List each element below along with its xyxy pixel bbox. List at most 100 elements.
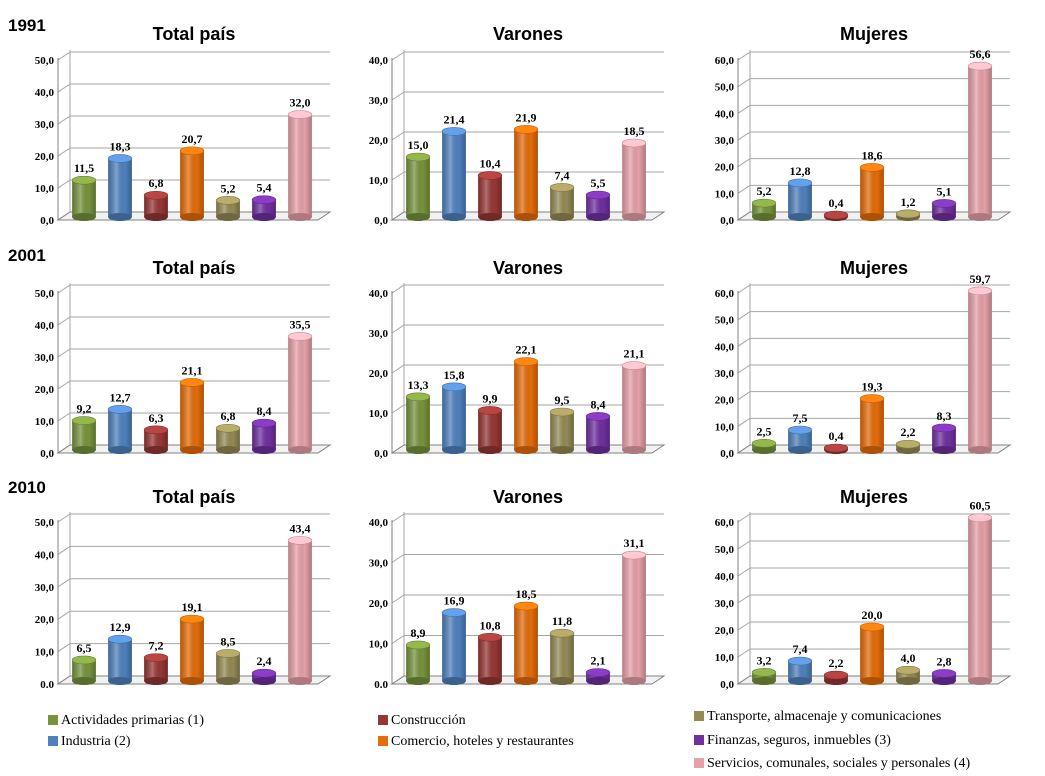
grid-depth xyxy=(737,364,751,374)
bar-cap xyxy=(71,175,97,185)
bar-cap xyxy=(215,649,241,658)
bar-shading xyxy=(478,410,502,450)
y-tick-label: 10,0 xyxy=(715,652,735,664)
bar-shading xyxy=(622,143,646,217)
data-label: 7,5 xyxy=(793,411,808,425)
bar-shading xyxy=(860,627,884,681)
legend-swatch xyxy=(378,715,388,725)
grid-depth xyxy=(391,51,405,61)
legend-label: Servicios, comunales, sociales y persona… xyxy=(707,756,971,771)
bar-cap xyxy=(477,632,503,642)
data-label: 5,2 xyxy=(757,184,772,198)
bar-cap xyxy=(287,536,313,545)
bar xyxy=(107,154,133,221)
bar-cap xyxy=(71,655,97,665)
bar-shading xyxy=(788,182,812,217)
bar-base xyxy=(144,213,168,221)
bar-shading xyxy=(180,150,204,217)
bar-cap xyxy=(477,406,503,415)
bar-cap xyxy=(931,669,957,678)
y-tick-label: 50,0 xyxy=(715,544,735,556)
bar xyxy=(823,210,849,221)
bar-base xyxy=(586,213,610,221)
data-label: 21,1 xyxy=(624,347,645,361)
bar xyxy=(585,412,611,454)
bar-shading xyxy=(514,606,538,681)
bar-shading xyxy=(968,290,992,450)
bar-cap xyxy=(859,163,885,172)
bar xyxy=(71,175,97,221)
bar-shading xyxy=(108,409,132,450)
y-tick-label: 50,0 xyxy=(35,288,55,300)
grid-depth xyxy=(57,513,71,523)
bar-cap xyxy=(751,668,777,677)
bar-base xyxy=(252,677,276,685)
data-label: 2,2 xyxy=(901,425,916,439)
chart-title: Varones xyxy=(493,487,563,507)
bar-cap xyxy=(751,198,777,208)
charts-canvas: Total país 0,0 10,0 20,0 30,0 40,0 50,0 11,5 18,… xyxy=(35,24,1012,691)
bar-cap xyxy=(179,146,205,156)
bar-cap xyxy=(787,656,813,666)
bar-shading xyxy=(514,129,538,217)
bar-shading xyxy=(968,66,992,217)
bar-shading xyxy=(442,131,466,217)
bar-shading xyxy=(180,619,204,681)
bar-base xyxy=(550,446,574,454)
bar-cap xyxy=(931,423,957,433)
bar-cap xyxy=(107,154,133,163)
bar-base xyxy=(180,213,204,221)
bar-shading xyxy=(144,429,168,450)
bar xyxy=(513,601,539,685)
chart-2010-1: Varones 0.0 10,0 20,0 30,0 40,0 8,9 16,9 10,8 18,… xyxy=(369,487,666,691)
bar-base xyxy=(216,213,240,221)
y-tick-label: 0,0 xyxy=(374,215,388,227)
grid-depth xyxy=(57,578,71,588)
bar-base xyxy=(216,677,240,685)
y-tick-label: 20,0 xyxy=(35,384,55,396)
bar-base xyxy=(622,213,646,221)
bar-cap xyxy=(549,407,575,417)
bar-base xyxy=(968,213,992,221)
bar-base xyxy=(442,446,466,454)
data-label: 5,5 xyxy=(591,176,606,190)
y-tick-label: 10,0 xyxy=(369,408,389,420)
bar xyxy=(787,425,813,454)
bar-base xyxy=(824,677,848,685)
data-label: 60,5 xyxy=(970,499,991,513)
bar xyxy=(287,332,313,454)
bar-base xyxy=(406,446,430,454)
data-label: 18,6 xyxy=(862,148,883,162)
legend-label: Comercio, hoteles y restaurantes xyxy=(391,734,574,749)
chart-1991-1: Varones 0,0 10,0 20,0 30,0 40,0 15,0 21,4 10,4 21… xyxy=(369,24,666,227)
bar-base xyxy=(752,213,776,221)
legend-label: Construcción xyxy=(391,713,466,728)
bar xyxy=(143,425,169,454)
bar-cap xyxy=(931,199,957,208)
bar xyxy=(859,622,885,685)
chart-title: Mujeres xyxy=(840,487,908,507)
y-tick-label: 30,0 xyxy=(369,328,389,340)
data-label: 16,9 xyxy=(444,594,465,608)
bar-shading xyxy=(288,114,312,217)
bar-base xyxy=(216,446,240,454)
chart-2001-0: Total país 0,0 10,0 20,0 30,0 40,0 50,0 9,2 12,7… xyxy=(35,258,332,460)
bar-base xyxy=(144,677,168,685)
bar-base xyxy=(406,213,430,221)
grid-depth xyxy=(57,284,71,294)
y-tick-label: 10,0 xyxy=(35,183,55,195)
bar-shading xyxy=(586,195,610,217)
grid-depth xyxy=(391,364,405,374)
bar-cap xyxy=(441,382,467,392)
grid-depth xyxy=(737,184,751,194)
data-label: 5,4 xyxy=(257,181,272,195)
bar-shading xyxy=(72,659,96,681)
data-label: 10,4 xyxy=(480,156,501,170)
bar xyxy=(107,634,133,685)
data-label: 31,1 xyxy=(624,536,645,550)
bar-cap xyxy=(179,378,205,387)
y-tick-label: 40,0 xyxy=(715,571,735,583)
grid-depth xyxy=(737,391,751,401)
y-tick-label: 60,0 xyxy=(715,517,735,529)
bar xyxy=(967,513,993,685)
